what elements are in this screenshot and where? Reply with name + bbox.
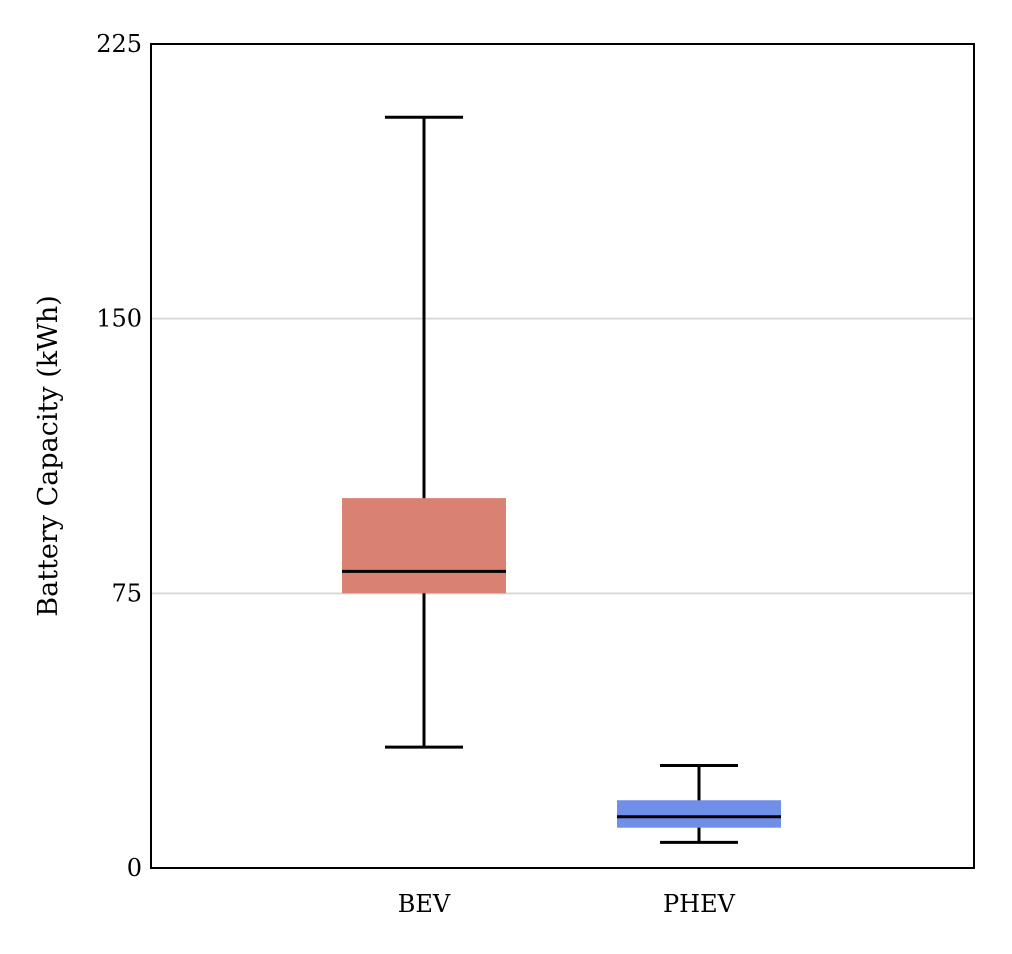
box-iqr: [617, 800, 781, 828]
y-axis-title: Battery Capacity (kWh): [33, 295, 64, 617]
box-bev: [342, 115, 506, 749]
gridlines: [151, 317, 974, 595]
x-axis-ticks: BEV PHEV: [398, 890, 736, 918]
y-tick-label: 150: [96, 305, 142, 333]
y-tick-label: 225: [96, 30, 142, 58]
box-iqr: [342, 498, 506, 594]
plot-area-frame: [150, 43, 975, 869]
box-series: [342, 115, 781, 844]
y-tick-label: 75: [111, 579, 142, 607]
y-axis-ticks: 0 75 150 225: [96, 30, 142, 882]
x-tick-label: BEV: [398, 890, 451, 918]
y-tick-label: 0: [127, 854, 142, 882]
box-phev: [617, 763, 781, 844]
x-tick-label: PHEV: [663, 890, 736, 918]
